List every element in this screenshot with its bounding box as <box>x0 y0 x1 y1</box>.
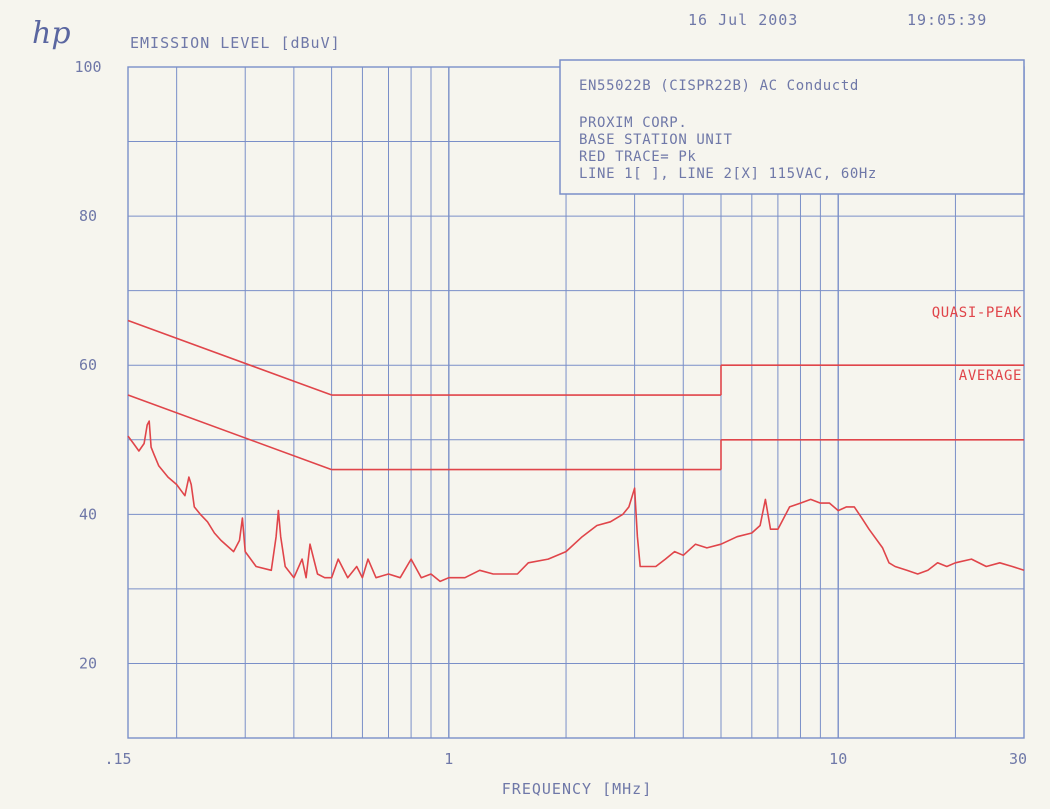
peak-trace-line <box>127 420 1025 583</box>
y-tick-label: 60 <box>79 356 97 374</box>
tick-labels: 100 80 60 40 20 .15 1 10 30 <box>74 58 1027 768</box>
x-tick-label: .15 <box>104 750 131 768</box>
x-tick-label: 30 <box>1009 750 1027 768</box>
quasi-peak-label: QUASI-PEAK <box>932 305 1022 321</box>
x-tick-label: 1 <box>444 750 453 768</box>
info-line-standard: EN55022B (CISPR22B) AC Conductd <box>579 78 859 94</box>
average-label: AVERAGE <box>959 368 1022 384</box>
limit-lines <box>127 319 1024 471</box>
x-axis-label: FREQUENCY [MHz] <box>502 780 652 798</box>
x-tick-label: 10 <box>829 750 847 768</box>
y-tick-label: 100 <box>74 58 101 76</box>
time-label: 19:05:39 <box>907 11 987 29</box>
y-tick-label: 20 <box>79 654 97 672</box>
info-box: EN55022B (CISPR22B) AC Conductd PROXIM C… <box>559 59 1025 195</box>
trace-layer <box>127 420 1025 583</box>
quasi-peak-limit-segment <box>127 319 332 396</box>
info-box-frame <box>559 59 1025 195</box>
y-tick-label: 40 <box>79 505 97 523</box>
date-label: 16 Jul 2003 <box>688 11 798 29</box>
hp-logo: hp <box>32 16 71 51</box>
info-line-product: BASE STATION UNIT <box>579 132 733 148</box>
y-tick-label: 80 <box>79 207 97 225</box>
info-line-company: PROXIM CORP. <box>579 115 687 131</box>
average-limit-segment <box>127 394 332 471</box>
y-axis-label: EMISSION LEVEL [dBuV] <box>130 34 341 52</box>
info-line-trace: RED TRACE= Pk <box>579 149 696 165</box>
info-line-lines: LINE 1[ ], LINE 2[X] 115VAC, 60Hz <box>579 166 877 182</box>
